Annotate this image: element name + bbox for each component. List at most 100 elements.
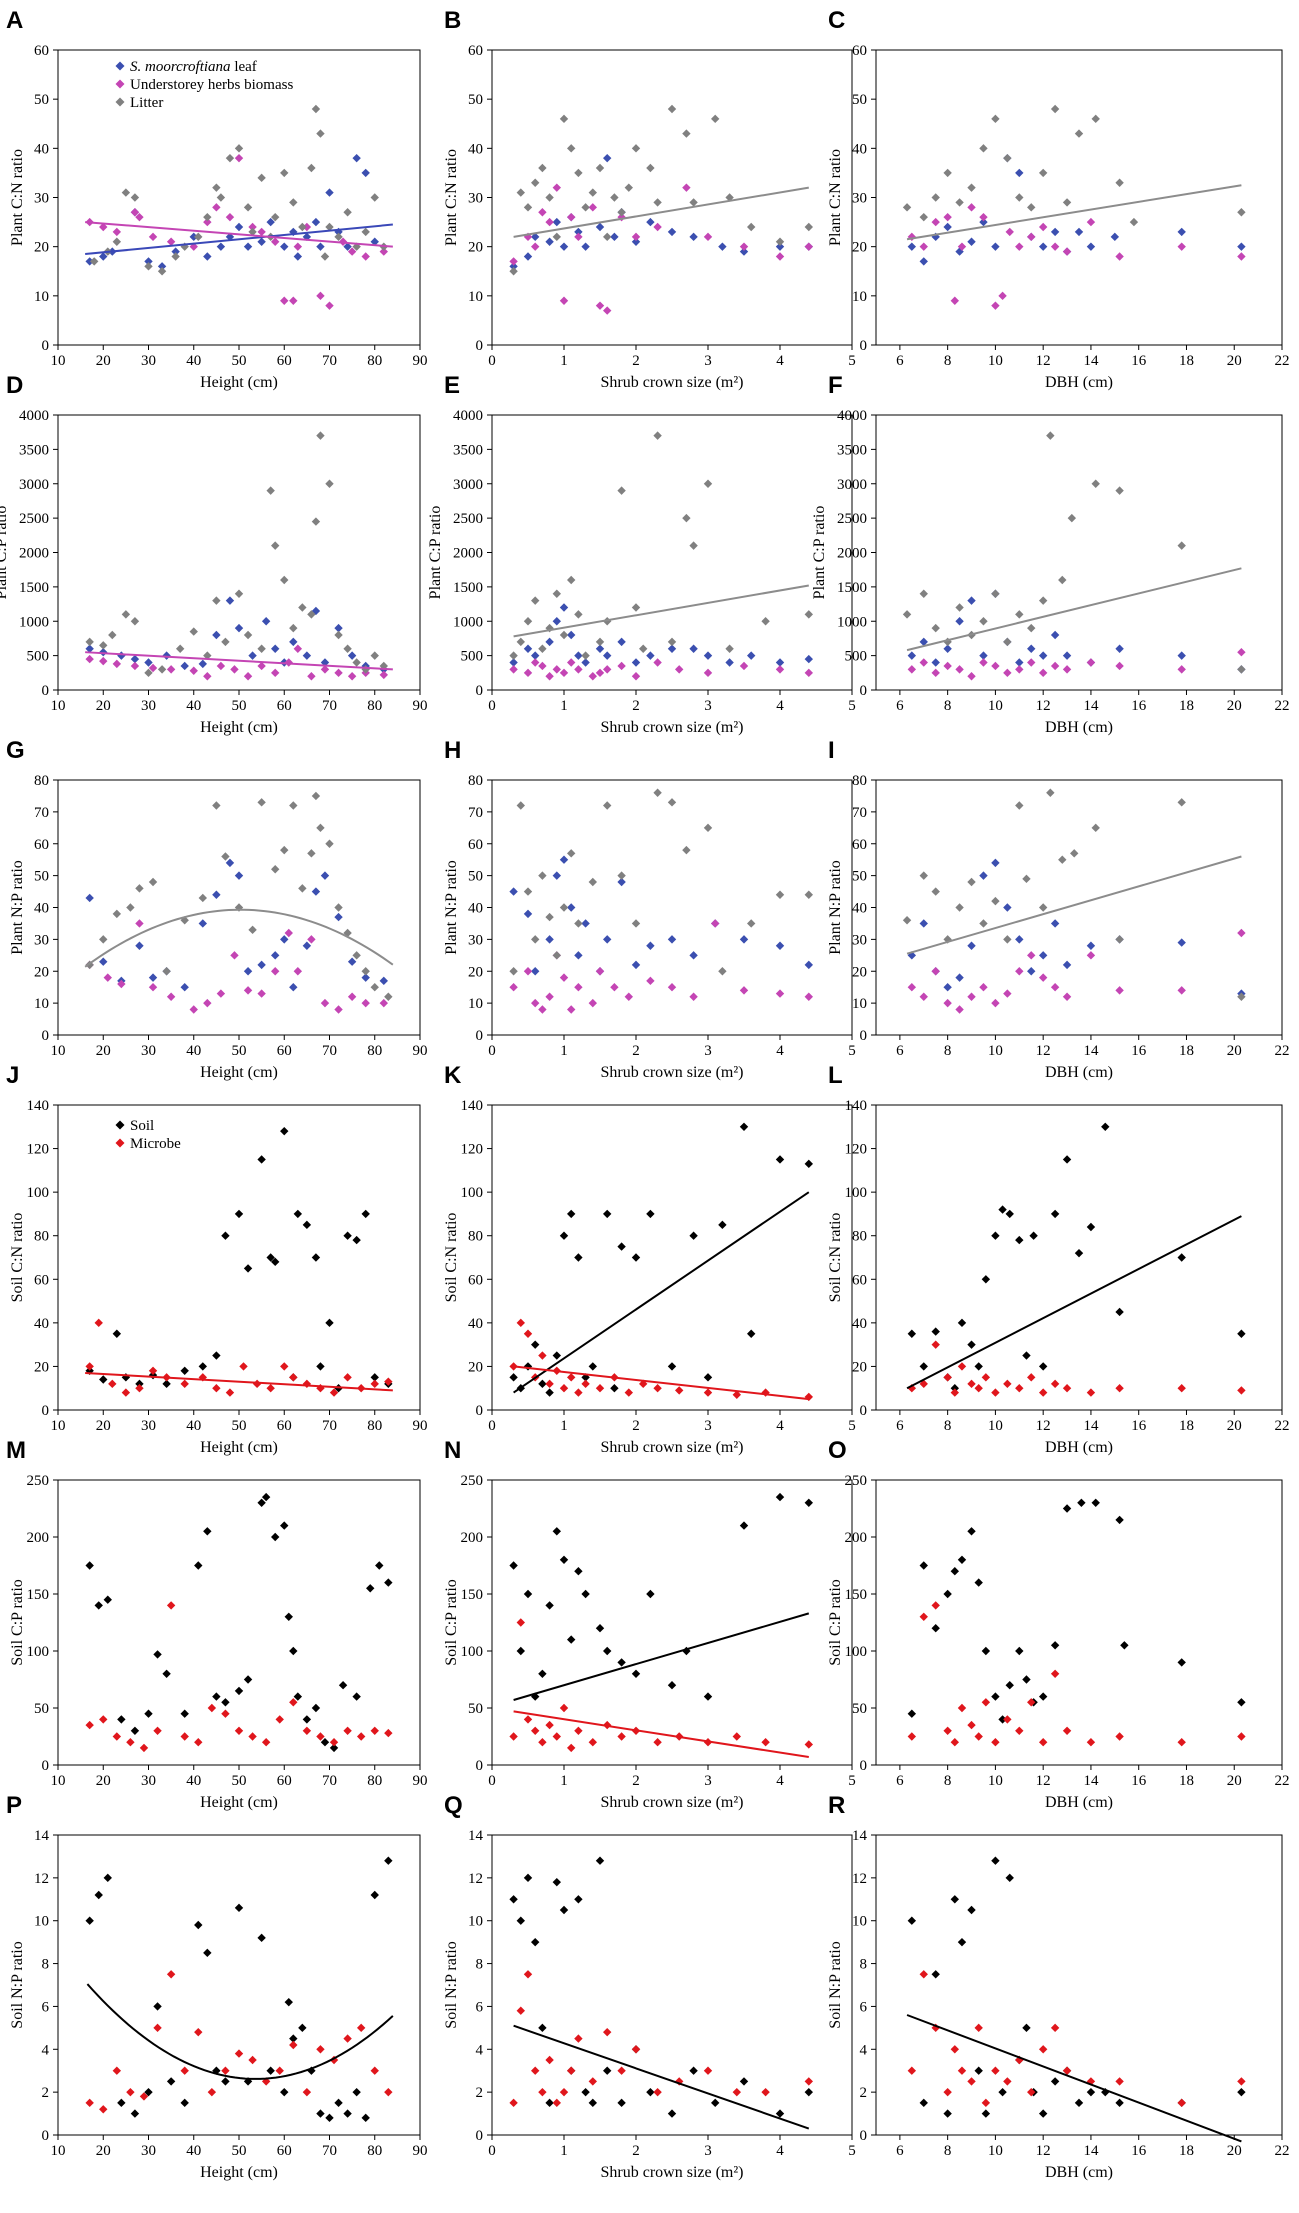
data-point bbox=[1022, 1351, 1031, 1360]
data-point bbox=[85, 1561, 94, 1570]
data-point bbox=[682, 845, 691, 855]
x-tick-label: 40 bbox=[186, 353, 201, 369]
series-leaf bbox=[907, 589, 1246, 674]
data-point bbox=[243, 203, 253, 212]
x-tick-label: 6 bbox=[896, 698, 904, 714]
data-point bbox=[316, 1732, 325, 1741]
data-point bbox=[343, 2034, 352, 2043]
trend-line-soil bbox=[513, 1191, 810, 1394]
trend-line-litter bbox=[513, 584, 809, 638]
data-point bbox=[370, 982, 379, 992]
data-point bbox=[1237, 1698, 1246, 1707]
plot-frame bbox=[875, 1104, 1283, 1411]
data-point bbox=[919, 589, 928, 598]
data-point bbox=[711, 2098, 720, 2108]
data-point bbox=[907, 242, 917, 251]
data-point bbox=[112, 2066, 122, 2075]
data-point bbox=[1115, 2077, 1124, 2086]
data-point bbox=[559, 603, 569, 612]
data-point bbox=[307, 672, 316, 681]
panel-g: G10 20 30 40 50 60 70 80 9001020304050607080Heig… bbox=[6, 737, 428, 1081]
data-point bbox=[271, 212, 280, 222]
data-point bbox=[595, 644, 605, 653]
data-point bbox=[775, 658, 785, 667]
data-point bbox=[955, 617, 964, 626]
data-point bbox=[234, 144, 244, 153]
data-point bbox=[991, 858, 1000, 868]
data-point bbox=[646, 2087, 655, 2097]
x-tick-label: 1 bbox=[560, 1773, 568, 1789]
data-point bbox=[1091, 1498, 1100, 1507]
series-soil bbox=[85, 1126, 393, 1393]
data-point bbox=[574, 1895, 583, 1904]
data-point bbox=[1086, 1222, 1096, 1232]
data-point bbox=[567, 1209, 576, 1219]
data-point bbox=[588, 2077, 597, 2086]
data-point bbox=[1022, 2023, 1031, 2033]
data-point bbox=[943, 2087, 952, 2097]
data-point bbox=[775, 242, 785, 251]
data-point bbox=[703, 1388, 713, 1397]
data-point bbox=[646, 163, 655, 173]
data-point bbox=[646, 1589, 655, 1599]
data-point bbox=[311, 517, 321, 526]
data-point bbox=[703, 823, 713, 833]
data-point bbox=[588, 877, 597, 887]
data-point bbox=[1086, 951, 1096, 960]
data-point bbox=[509, 262, 518, 271]
data-point bbox=[135, 1384, 144, 1393]
legend-label-italic: S. moorcroftiana bbox=[130, 59, 231, 75]
data-point bbox=[631, 658, 641, 667]
data-point bbox=[631, 144, 641, 153]
data-point bbox=[653, 788, 662, 797]
x-tick-label: 70 bbox=[322, 698, 337, 714]
x-axis-title: DBH (cm) bbox=[1045, 1064, 1113, 1081]
data-point bbox=[955, 198, 964, 207]
data-point bbox=[1129, 217, 1139, 227]
data-point bbox=[311, 104, 321, 114]
data-point bbox=[931, 623, 940, 633]
data-point bbox=[538, 1351, 547, 1360]
data-point bbox=[1062, 1384, 1072, 1393]
data-point bbox=[1015, 1235, 1024, 1245]
data-point bbox=[624, 183, 633, 192]
x-axis-title: Shrub crown size (m²) bbox=[601, 2164, 744, 2181]
x-tick-label: 14 bbox=[1083, 698, 1099, 714]
data-point bbox=[1015, 242, 1024, 251]
data-point bbox=[545, 2055, 554, 2065]
data-point bbox=[667, 1681, 677, 1690]
data-point bbox=[311, 887, 321, 896]
data-point bbox=[103, 1595, 112, 1604]
data-point bbox=[581, 919, 590, 928]
data-point bbox=[1115, 486, 1124, 495]
data-point bbox=[311, 1253, 321, 1262]
data-point bbox=[739, 247, 749, 256]
data-point bbox=[567, 849, 576, 858]
data-point bbox=[1177, 2098, 1186, 2108]
data-point bbox=[212, 630, 221, 640]
data-point bbox=[974, 2066, 983, 2075]
data-point bbox=[523, 1970, 533, 1979]
data-point bbox=[931, 193, 940, 202]
data-point bbox=[148, 982, 158, 992]
data-point bbox=[1015, 193, 1024, 202]
data-point bbox=[121, 188, 131, 197]
trend-curve-litter bbox=[84, 908, 394, 968]
data-point bbox=[804, 992, 813, 1001]
data-point bbox=[212, 203, 221, 212]
data-point bbox=[682, 129, 691, 138]
data-point bbox=[523, 617, 533, 626]
series-litter bbox=[509, 104, 813, 276]
x-tick-label: 6 bbox=[896, 353, 904, 369]
x-tick-label: 1 bbox=[560, 1043, 568, 1059]
x-axis-title: Shrub crown size (m²) bbox=[601, 1794, 744, 1811]
data-point bbox=[243, 242, 253, 251]
y-tick-label: 10 bbox=[468, 289, 483, 305]
data-point bbox=[266, 217, 275, 227]
data-point bbox=[1237, 252, 1246, 261]
data-point bbox=[617, 637, 626, 647]
data-point bbox=[356, 2023, 366, 2033]
data-point bbox=[85, 644, 94, 653]
data-point bbox=[343, 2109, 352, 2118]
data-point bbox=[703, 651, 713, 660]
